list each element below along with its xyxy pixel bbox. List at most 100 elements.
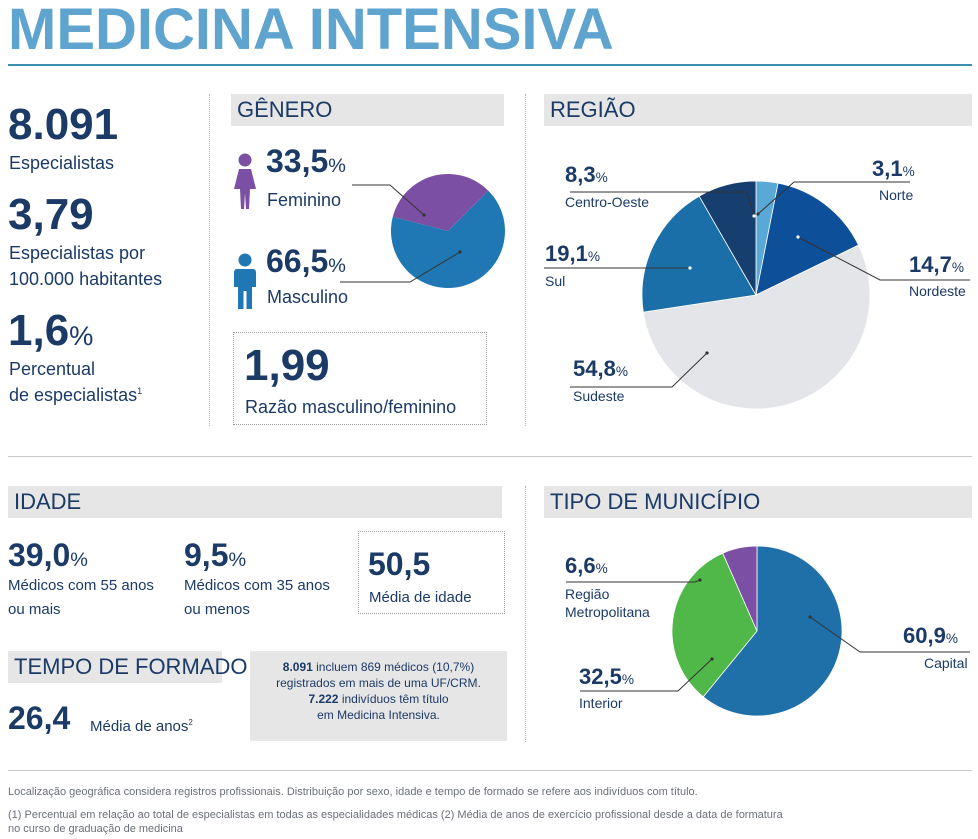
capital-value: 60,9 <box>903 623 946 648</box>
under35-unit: % <box>228 549 247 571</box>
sudeste-unit: % <box>615 364 628 379</box>
male-leader-dot <box>458 250 462 254</box>
interior-unit: % <box>621 672 634 687</box>
under35-percent: 9,5% <box>184 537 246 574</box>
page-title: MEDICINA INTENSIVA <box>8 0 614 62</box>
norte-leader-line <box>757 181 910 215</box>
centro-oeste-leader-dot <box>752 214 756 218</box>
rate-label-line1: Especialistas por <box>9 243 146 263</box>
centro-oeste-percent: 8,3% <box>565 162 608 188</box>
note-text-3: indivíduos têm título <box>338 692 449 706</box>
metropolitana-value: 6,6 <box>565 553 596 578</box>
sudeste-label: Sudeste <box>573 388 625 404</box>
mean-age-label: Média de idade <box>369 589 472 606</box>
municipio-slice-regi-o-metropolitana <box>722 545 758 632</box>
female-value: 33,5 <box>266 143 329 179</box>
capital-label: Capital <box>924 655 968 671</box>
metropolitana-percent: 6,6% <box>565 553 608 579</box>
interior-leader-line <box>580 658 713 692</box>
regiao-heading: REGIÃO <box>544 94 972 126</box>
sudeste-percent: 54,8% <box>573 356 628 382</box>
centro-oeste-value: 8,3 <box>565 162 596 187</box>
metropolitana-unit: % <box>595 561 608 576</box>
region-pie-chart <box>544 180 970 410</box>
ratio-value: 1,99 <box>244 341 330 390</box>
over55-label-line2: ou mais <box>8 601 61 618</box>
centro-oeste-label: Centro-Oeste <box>565 194 650 210</box>
female-label: Feminino <box>267 190 342 210</box>
mean-age-value: 50,5 <box>368 546 431 582</box>
specialists-label: Especialistas <box>9 153 115 173</box>
capital-leader-dot <box>808 615 812 619</box>
gender-slice-female <box>392 173 489 231</box>
sul-unit: % <box>587 249 600 264</box>
metropolitana-label-line2: Metropolitana <box>565 604 650 620</box>
sul-value: 19,1 <box>545 241 588 266</box>
region-slice-sul <box>641 195 757 313</box>
percent-label-line1: Percentual <box>9 359 96 379</box>
norte-unit: % <box>902 164 915 179</box>
norte-percent: 3,1% <box>872 156 915 182</box>
percent-number: 1,6 <box>8 306 70 355</box>
sudeste-value: 54,8 <box>573 356 616 381</box>
percent-specialists-value: 1,6% <box>8 306 93 356</box>
municipio-slice-capital <box>702 545 843 717</box>
sudeste-leader-line <box>570 352 708 388</box>
sudeste-leader-dot <box>705 351 709 355</box>
rate-value: 3,79 <box>8 190 94 239</box>
note-line-1: 8.091 incluem 869 médicos (10,7%) <box>250 659 507 675</box>
region-slice-centro-oeste <box>698 180 757 297</box>
female-percent: 33,5% <box>266 143 346 180</box>
divider-right <box>525 94 526 426</box>
region-slices <box>641 180 871 410</box>
nordeste-leader-line <box>797 236 970 281</box>
over55-percent: 39,0% <box>8 537 88 574</box>
formado-label: Média de anos2 <box>90 718 193 735</box>
formado-heading: TEMPO DE FORMADO <box>8 651 247 683</box>
municipio-slices <box>671 545 843 717</box>
formado-value: 26,4 <box>8 700 71 736</box>
footer-line-2: (1) Percentual em relação ao total de es… <box>8 809 783 821</box>
over55-label-line1: Médicos com 55 anos <box>8 577 154 594</box>
note-text-1: incluem 869 médicos (10,7%) <box>312 660 475 674</box>
gender-slice-male <box>391 190 506 288</box>
footer-line-1: Localização geográfica considera registr… <box>8 786 698 798</box>
metropolitana-label-line1: Região <box>565 586 610 602</box>
male-unit: % <box>328 255 346 277</box>
metropolitana-leader-dot <box>698 578 702 582</box>
nordeste-leader-dot <box>796 235 800 239</box>
centro-oeste-leader-line <box>570 191 755 217</box>
under35-label-line1: Médicos com 35 anos <box>184 577 330 594</box>
footer-separator <box>8 770 972 771</box>
title-rule <box>8 64 972 66</box>
interior-label: Interior <box>579 695 623 711</box>
genero-heading: GÊNERO <box>231 94 504 126</box>
over55-unit: % <box>70 549 88 571</box>
ratio-label: Razão masculino/feminino <box>245 397 457 417</box>
female-person-icon <box>234 153 256 209</box>
nordeste-percent: 14,7% <box>909 252 964 278</box>
male-value: 66,5 <box>266 243 329 279</box>
footer-line-3: no curso de graduação de medicina <box>8 823 183 835</box>
note-line-2: registrados em mais de uma UF/CRM. <box>276 676 481 690</box>
footnote-mark-2: 2 <box>188 718 193 727</box>
municipio-pie-chart <box>566 545 970 717</box>
male-person-icon <box>234 253 256 309</box>
divider-left <box>209 94 210 426</box>
note-box: 8.091 incluem 869 médicos (10,7%) regist… <box>250 651 507 741</box>
percent-unit: % <box>69 320 94 351</box>
gender-pie-chart <box>340 173 506 288</box>
note-number-2: 7.222 <box>308 692 339 706</box>
percent-label-text: de especialistas <box>9 385 138 405</box>
female-leader-dot <box>422 213 426 217</box>
sul-label: Sul <box>545 273 566 289</box>
rate-label-line2: 100.000 habitantes <box>9 269 163 289</box>
sul-leader-dot <box>688 266 692 270</box>
male-label: Masculino <box>267 287 349 307</box>
female-unit: % <box>328 155 346 177</box>
male-percent: 66,5% <box>266 243 346 280</box>
municipio-heading: TIPO DE MUNICÍPIO <box>544 486 972 518</box>
note-number-1: 8.091 <box>282 660 313 674</box>
region-slice-nordeste <box>755 182 860 296</box>
municipio-slice-interior <box>671 552 758 698</box>
